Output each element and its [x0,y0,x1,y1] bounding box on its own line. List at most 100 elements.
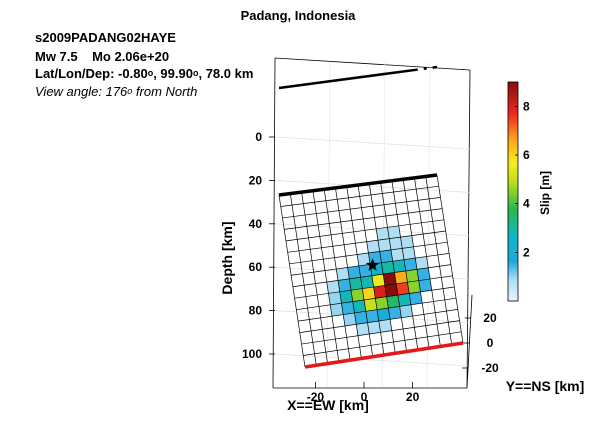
mesh-line [280,185,439,207]
depth-tick-label: 100 [242,347,262,361]
view-angle-line: View angle: 176o from North [35,84,197,99]
slip-cell [400,235,414,249]
slip-cell [377,308,391,321]
depth-tick-label: 0 [255,130,262,144]
colorbar-tick-label: 6 [523,148,530,162]
slip-cell [356,322,370,336]
degree-mark: o [147,68,154,78]
y-tick-label: 20 [483,311,497,325]
slip-cell [387,225,401,239]
chart-title: Padang, Indonesia [240,8,356,23]
colorbar-ticks: 2 4 6 8 [515,99,530,259]
slip-cell [379,249,393,263]
mesh-line [285,219,444,242]
degree-mark: o [192,68,199,78]
longitude: 99.90 [160,66,193,81]
depth-tick-label: 40 [249,217,263,231]
fault-top-edge [278,173,438,197]
slip-cell [339,290,353,304]
view-angle: 176 [105,84,128,99]
slip-cell [365,309,379,323]
depth: 78.0 km [205,66,254,81]
slip-cell [376,227,390,241]
z-axis-label: Depth [km] [219,221,235,294]
mesh-line [289,193,317,366]
hypocenter-marker [365,258,380,271]
fault-mesh [278,174,464,368]
colorbar-tick-label: 8 [523,99,530,113]
slip-cell [347,265,361,279]
y-tick-label: -20 [481,361,499,375]
mesh-line [294,275,453,299]
slip-cell [378,238,391,252]
slip-cell [336,267,350,281]
slip-cell [409,291,423,305]
slip-cell [405,269,419,283]
colorbar-tick-label: 2 [523,245,530,259]
view-prefix: View angle: [35,84,106,99]
vertical-gridline [426,61,431,389]
mesh-line [299,309,458,333]
mesh-line [296,286,455,311]
slip-cell [383,272,397,286]
slip-cell [399,304,413,318]
depth-gridline [274,223,471,237]
mesh-line [289,241,448,265]
mesh-line [402,179,430,349]
y-axis-label: Y==NS [km] [506,378,585,394]
slip-cell [349,277,363,291]
slip-cell [366,240,380,253]
mesh-line [414,177,441,347]
depth-gridline [274,136,471,150]
slip-cell [368,251,382,265]
vertical-gridline [326,61,331,389]
x-tick-label: -20 [307,390,325,404]
slip-cell [386,295,400,308]
fault-plane [278,65,464,369]
slip-cell [343,312,357,326]
slip-cell [371,274,385,287]
moment: Mo 2.06e+20 [92,49,170,64]
event-id: s2009PADANG02HAYE [35,30,176,45]
depth-tick-marks [269,136,275,355]
slip-cell [357,253,371,266]
slip-cell [391,248,404,262]
slip-cell [407,280,421,294]
slip-cell [418,279,432,292]
mesh-line [368,183,396,354]
magnitude: Mw 7.5 [35,49,78,64]
slip-cells [326,225,432,336]
slip-cell [330,303,344,317]
location-prefix: Lat/Lon/Dep: [35,66,119,81]
mesh-line [284,208,443,230]
colorbar: 2 4 6 8 Slip [m] [507,81,552,302]
slip-cell [394,270,408,284]
slip-cell [396,282,410,296]
mesh-line [301,320,460,345]
slip-cell [362,287,376,300]
slip-cell [415,256,429,270]
slip-cell [375,296,389,310]
slip-cell [338,278,351,292]
surface-trace [278,65,438,90]
slip-cell [328,291,342,305]
y-tick-label: 0 [487,336,494,350]
mesh-line [323,189,351,361]
slip-cell [384,283,398,297]
colorbar-ramp [507,81,519,302]
degree-mark: o [127,86,133,96]
depth-gridline [274,180,471,193]
slip-cell [404,258,417,271]
slip-cell [388,306,402,320]
mesh-line [301,192,328,364]
slip-cell [389,237,403,250]
slip-cell [351,288,364,302]
slip-cell [358,264,372,278]
view-suffix: from North [132,84,198,99]
slip-cell [341,301,355,315]
mesh-line [425,176,453,345]
depth-tick-label: 80 [249,304,263,318]
slip-cell [373,285,387,299]
mesh-line [303,331,462,356]
